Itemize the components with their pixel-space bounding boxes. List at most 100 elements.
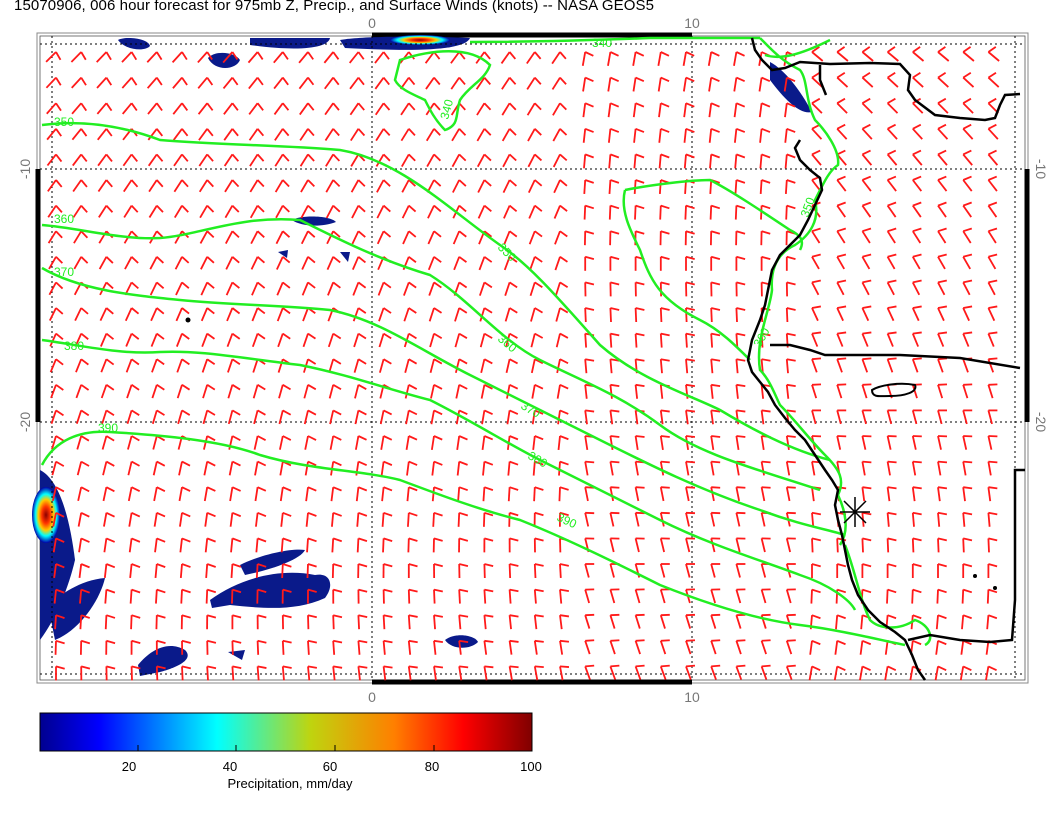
wind-barb (280, 538, 284, 553)
wind-barb (178, 461, 183, 476)
wind-barb (98, 256, 108, 270)
wind-barb-feather (458, 307, 468, 314)
wind-barb-feather (912, 639, 922, 646)
wind-barb-feather (635, 102, 645, 108)
wind-barb-feather (256, 102, 264, 111)
wind-barb-feather (156, 179, 164, 188)
wind-barb (256, 640, 260, 655)
wind-barb-feather (80, 307, 89, 315)
wind-barb-feather (912, 175, 922, 181)
wind-barb (609, 359, 613, 374)
wind-barb-feather (862, 227, 872, 233)
wind-barb (328, 384, 335, 399)
wind-barb-feather (559, 383, 569, 390)
wind-barb-feather (509, 639, 519, 643)
wind-barb-feather (231, 384, 241, 391)
wind-barb-feather (660, 332, 670, 337)
wind-barb-feather (232, 486, 241, 492)
contour-label: 360 (54, 212, 74, 226)
wind-barb-feather (256, 77, 264, 86)
wind-barb-feather (635, 179, 645, 184)
wind-barb (937, 179, 948, 192)
wind-barb (403, 307, 410, 322)
wind-barb-feather (433, 307, 443, 314)
wind-barb (937, 410, 943, 425)
wind-barb-feather (559, 563, 569, 567)
wind-barb (987, 256, 997, 270)
wind-barb (479, 307, 486, 322)
wind-barb (125, 358, 133, 373)
wind-barb-feather (307, 563, 317, 568)
wind-barb (508, 563, 512, 579)
wind-barb (425, 128, 435, 142)
wind-barb-feather (433, 179, 442, 187)
wind-barb-feather (761, 664, 771, 668)
wind-barb (252, 384, 259, 399)
wind-barb (609, 307, 612, 323)
wind-barb-feather (786, 153, 796, 159)
wind-barb (759, 179, 763, 195)
wind-barb-feather (282, 51, 289, 60)
wind-barb (710, 307, 713, 323)
wind-barb-feather (987, 46, 997, 53)
wind-barb-feather (862, 279, 872, 284)
wind-barb-feather (610, 51, 619, 57)
wind-barb-feather (282, 409, 292, 416)
wind-barb-feather (232, 588, 242, 594)
wind-barb (299, 128, 309, 141)
wind-barb (151, 410, 158, 425)
wind-barb (987, 435, 993, 450)
wind-barb (146, 51, 158, 63)
wind-barb-feather (861, 72, 871, 79)
wind-barb (785, 359, 789, 374)
wind-barb-feather (383, 639, 393, 644)
wind-barb (911, 384, 918, 399)
wind-barb (861, 333, 869, 347)
wind-barb (886, 153, 898, 166)
wind-barb (527, 128, 536, 142)
wind-barb-feather (433, 563, 443, 568)
wind-barb (559, 615, 563, 630)
wind-barb-feather (610, 358, 620, 362)
wind-barb-feather (534, 307, 543, 314)
wind-barb (987, 358, 995, 373)
wind-barb (179, 538, 183, 553)
wind-barb-feather (786, 332, 796, 337)
wind-barb-feather (307, 358, 317, 365)
wind-barb-feather (231, 281, 240, 289)
wind-barb (71, 128, 82, 141)
wind-barb (682, 77, 687, 92)
wind-barb-feather (80, 639, 91, 645)
wind-barb-feather (383, 614, 393, 618)
wind-barb (306, 563, 309, 579)
wind-barb-feather (862, 665, 871, 672)
wind-barb (962, 461, 967, 476)
wind-barb (148, 205, 158, 218)
wind-barb-feather (106, 614, 116, 619)
wind-barb (501, 102, 511, 116)
wind-barb-feather (332, 435, 342, 441)
wind-barb-feather (231, 435, 241, 442)
wind-barb (861, 153, 873, 166)
wind-barb (937, 384, 944, 399)
wind-barb-feather (80, 179, 88, 188)
wind-barb-feather (459, 665, 469, 669)
lon-tick-bottom: 0 (368, 689, 376, 705)
wind-barb-feather (332, 51, 340, 60)
wind-barb-feather (509, 281, 518, 289)
wind-barb (785, 384, 790, 399)
wind-barb-feather (55, 153, 63, 163)
wind-barb (150, 307, 158, 322)
wind-barb-feather (887, 46, 896, 53)
wind-barb (685, 538, 691, 553)
wind-barb (483, 666, 488, 681)
wind-barb (327, 333, 335, 348)
wind-barb (76, 435, 83, 450)
wind-barb-feather (282, 230, 291, 238)
wind-barb (430, 384, 435, 399)
wind-barb-feather (55, 588, 65, 594)
wind-barb-feather (937, 46, 946, 53)
wind-barb-feather (962, 614, 972, 620)
wind-barb (433, 666, 437, 681)
wind-barb-feather (685, 332, 696, 337)
